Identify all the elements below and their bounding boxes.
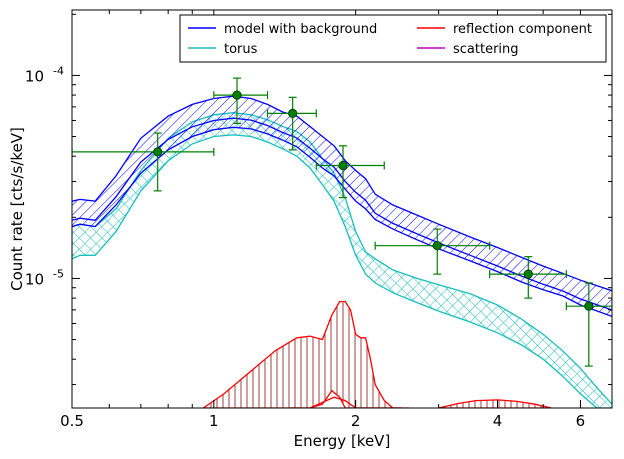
model-centre-line xyxy=(72,117,612,311)
reflection-lower-curve xyxy=(289,396,410,408)
legend-label-torus: torus xyxy=(224,42,258,57)
data-marker xyxy=(232,90,242,100)
legend-label-model: model with background xyxy=(224,22,377,37)
data-marker xyxy=(288,108,298,118)
model-lower-line xyxy=(72,126,612,318)
torus-lower-line xyxy=(72,134,612,408)
data-point-5 xyxy=(489,256,567,299)
y-tick-base: 10 xyxy=(25,270,44,288)
legend: model with background reflection compone… xyxy=(179,14,607,63)
x-tick-label: 4 xyxy=(493,412,503,430)
data-marker xyxy=(584,301,594,311)
y-tick-exponent: -5 xyxy=(53,267,64,280)
x-tick-label: 1 xyxy=(209,412,219,430)
data-marker xyxy=(153,147,163,157)
data-point-4 xyxy=(374,228,491,275)
data-point-3 xyxy=(315,145,385,199)
data-marker xyxy=(432,241,442,251)
plot-frame xyxy=(71,9,613,409)
reflection-upper-line xyxy=(202,300,402,408)
y-tick-exponent: -4 xyxy=(53,64,64,77)
reflection-band xyxy=(203,301,402,408)
legend-label-scattering: scattering xyxy=(453,42,519,57)
y-tick-label: 10 xyxy=(25,67,44,85)
x-tick-label: 0.5 xyxy=(60,412,84,430)
plot-area xyxy=(72,77,612,408)
y-tick-base: 10 xyxy=(25,67,44,85)
x-axis-label: Energy [keV] xyxy=(294,432,391,450)
data-marker xyxy=(338,160,348,171)
reflection-high-upper-line xyxy=(438,399,552,408)
data-point-6 xyxy=(565,282,612,367)
axes: 0.5 1 2 4 6 10 -5 10 -4 xyxy=(25,10,613,430)
y-tick-label: 10 xyxy=(25,270,44,288)
y-axis-label: Count rate [cts/s/keV] xyxy=(8,127,26,291)
x-tick-label: 6 xyxy=(576,412,586,430)
data-point-1 xyxy=(213,77,269,125)
data-point-2 xyxy=(266,96,317,151)
reflection-high-band xyxy=(438,399,552,408)
x-tick-label: 2 xyxy=(351,412,361,430)
data-point-0 xyxy=(72,132,215,192)
data-marker xyxy=(523,269,533,279)
model-band xyxy=(72,96,612,317)
model-upper-line xyxy=(72,95,612,292)
legend-label-reflection: reflection component xyxy=(453,22,592,37)
legend-box xyxy=(179,14,607,63)
